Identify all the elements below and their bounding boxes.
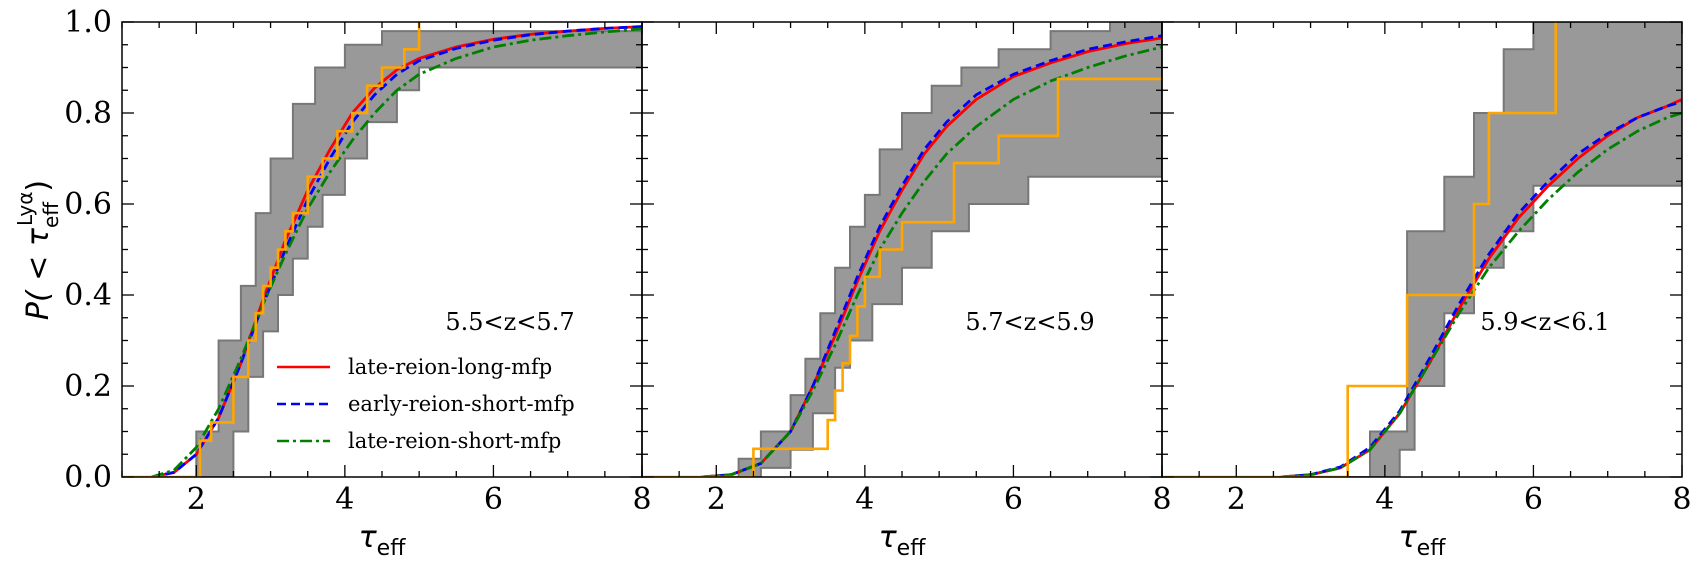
redshift-annotation-1: 5.7<z<5.9: [965, 308, 1094, 336]
x-axis-label-main-0: τ: [359, 520, 378, 555]
early-reion-short-mfp-line-1: [701, 34, 1162, 477]
x-tick-label-2: 6: [1524, 482, 1543, 517]
x-tick-label-1: 6: [1004, 482, 1023, 517]
x-tick-label-0: 4: [335, 482, 354, 517]
y-tick-label-0: 0.6: [64, 187, 112, 222]
late-reion-short-mfp-line-2: [1280, 111, 1682, 477]
y-axis-label-main: P( < τ: [21, 227, 56, 320]
legend: late-reion-long-mfp early-reion-short-mf…: [277, 355, 575, 453]
x-axis-label-2: τeff: [1399, 520, 1447, 561]
x-tick-label-0: 8: [632, 482, 651, 517]
x-axis-label-sub-2: eff: [1417, 536, 1447, 561]
x-axis-label-1: τeff: [879, 520, 927, 561]
x-axis-label-main-2: τ: [1399, 520, 1418, 555]
y-tick-label-0: 0.4: [64, 278, 112, 313]
y-tick-label-0: 0.8: [64, 96, 112, 131]
observed-band-2: [1162, 22, 1682, 477]
x-tick-label-1: 4: [855, 482, 874, 517]
redshift-annotation-0: 5.5<z<5.7: [445, 308, 574, 336]
y-tick-label-0: 1.0: [64, 5, 112, 40]
legend-label-late-reion-long-mfp: late-reion-long-mfp: [348, 355, 552, 379]
x-tick-label-1: 2: [707, 482, 726, 517]
x-tick-label-1: 8: [1152, 482, 1171, 517]
observed-step-line-2: [1162, 22, 1557, 477]
x-axis-label-sub-0: eff: [377, 536, 407, 561]
x-axis-label-0: τeff: [359, 520, 407, 561]
y-axis-label-sub: eff: [39, 201, 63, 228]
y-axis-label: P( < τeffLyα): [13, 180, 63, 320]
x-tick-label-0: 6: [484, 482, 503, 517]
observed-step-line-0: [122, 22, 421, 477]
svg-text:P( < τeffLyα): P( < τeffLyα): [13, 180, 63, 320]
x-axis-label-sub-1: eff: [897, 536, 927, 561]
legend-label-early-reion-short-mfp: early-reion-short-mfp: [348, 392, 575, 416]
observed-band-0: [122, 30, 642, 477]
x-tick-label-2: 2: [1227, 482, 1246, 517]
y-axis-label-end: ): [21, 180, 56, 192]
redshift-annotation-2: 5.9<z<6.1: [1480, 308, 1609, 336]
panel-5.7-5.9: 2 4 6 8 τeff: [641, 21, 1172, 561]
x-tick-label-2: 8: [1672, 482, 1691, 517]
x-tick-label-2: 4: [1375, 482, 1394, 517]
x-tick-label-0: 2: [187, 482, 206, 517]
y-tick-label-0: 0.0: [64, 460, 112, 495]
observed-step-line-1: [642, 77, 1162, 477]
late-reion-short-mfp-line-1: [701, 45, 1162, 477]
panel-5.9-6.1: 2 4 6 8 τeff: [1161, 21, 1692, 561]
y-tick-label-0: 0.2: [64, 369, 112, 404]
x-axis-label-main-1: τ: [879, 520, 898, 555]
late-reion-short-mfp-line-0: [151, 27, 642, 477]
y-axis-label-sup: Lyα: [13, 192, 37, 226]
panel-5.5-5.7: 2 4 6 8 0.0 0.2 0.4 0.6 0.8 1.0 τeff: [64, 5, 651, 561]
legend-label-late-reion-short-mfp: late-reion-short-mfp: [348, 429, 561, 453]
